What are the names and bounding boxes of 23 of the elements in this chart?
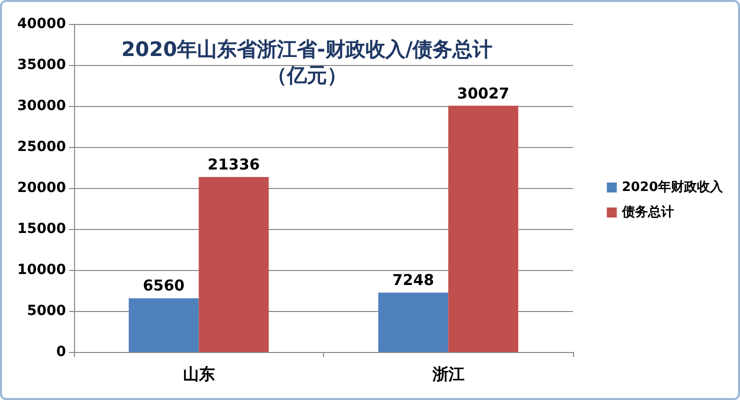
y-tick-label: 0: [56, 344, 66, 360]
bar: [378, 292, 448, 352]
y-tick-label: 35000: [17, 57, 66, 73]
data-label: 21336: [208, 156, 260, 174]
x-tick-label: 山东: [182, 364, 215, 384]
data-label: 6560: [142, 276, 185, 295]
legend-label: 2020年财政收入: [622, 179, 724, 195]
y-tick-label: 40000: [17, 16, 66, 32]
y-tick-label: 10000: [17, 262, 66, 278]
data-label: 7248: [392, 271, 434, 290]
y-tick-label: 5000: [27, 303, 66, 319]
y-tick-label: 20000: [17, 180, 66, 196]
bar: [198, 177, 269, 352]
y-tick-label: 30000: [17, 98, 66, 114]
bar: [128, 298, 199, 352]
legend-label: 债务总计: [620, 204, 674, 220]
text: 2020年山东省浙江省-财政收入/债务总计: [121, 37, 493, 61]
y-tick-label: 15000: [17, 221, 66, 237]
text: （亿元）: [267, 63, 347, 87]
y-tick-label: 25000: [17, 139, 66, 155]
data-label: 30027: [457, 84, 510, 102]
bar: [448, 106, 518, 352]
x-tick-label: 浙江: [431, 364, 464, 384]
